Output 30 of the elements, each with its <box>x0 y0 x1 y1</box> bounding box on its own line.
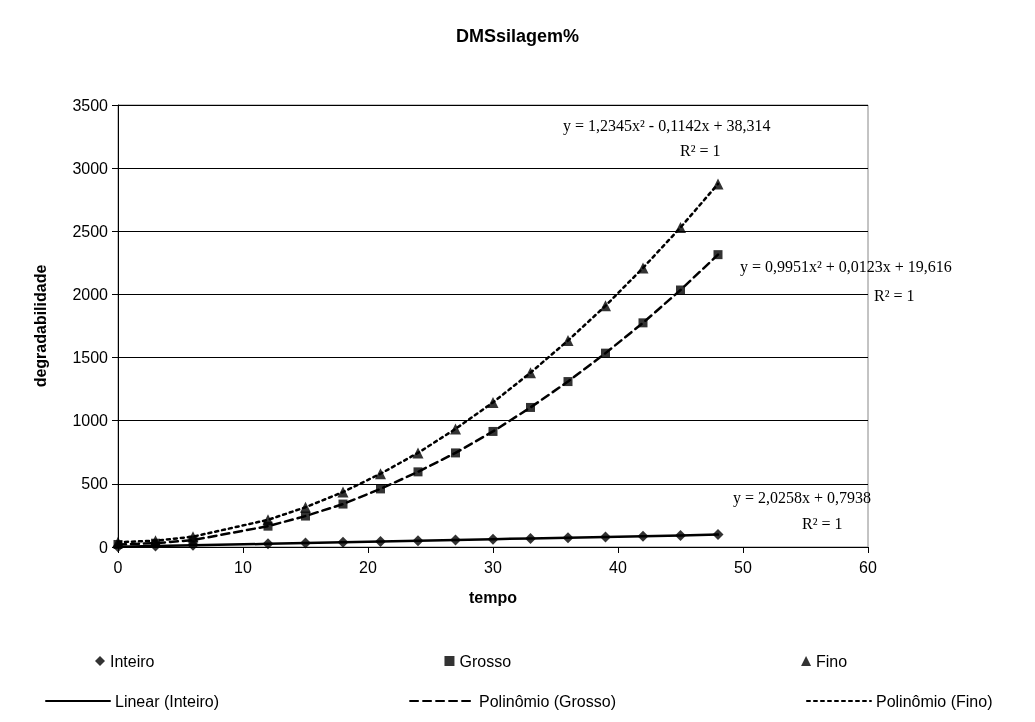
x-tick-label: 50 <box>734 558 752 576</box>
annotation: R² = 1 <box>680 141 721 159</box>
y-tick-label: 0 <box>99 538 109 556</box>
y-tick-label: 3000 <box>72 159 109 177</box>
legend-label: Polinômio (Fino) <box>875 692 993 710</box>
y-tick-label: 3500 <box>72 96 109 114</box>
y-tick-label: 1000 <box>72 412 109 430</box>
y-tick-label: 500 <box>81 475 109 493</box>
x-axis-title: tempo <box>469 588 518 606</box>
annotation: y = 0,9951x² + 0,0123x + 19,616 <box>740 257 952 276</box>
annotation: y = 2,0258x + 0,7938 <box>733 488 872 507</box>
x-tick-label: 40 <box>609 558 627 576</box>
text: R² = 1 <box>874 286 915 304</box>
annotation: R² = 1 <box>802 514 843 532</box>
y-tick-label: 2000 <box>72 285 109 303</box>
legend-label: Polinômio (Grosso) <box>479 692 616 710</box>
annotation: y = 1,2345x² - 0,1142x + 38,314 <box>563 116 771 135</box>
legend-label: Fino <box>816 652 848 670</box>
x-tick-label: 30 <box>484 558 502 576</box>
x-tick-label: 20 <box>359 558 377 576</box>
x-tick-label: 60 <box>859 558 877 576</box>
legend-label: Inteiro <box>110 652 155 670</box>
legend-label: Linear (Inteiro) <box>115 692 220 710</box>
legend-label: Grosso <box>459 652 512 670</box>
y-tick-label: 1500 <box>72 349 109 367</box>
x-tick-label: 10 <box>234 558 252 576</box>
y-tick-label: 2500 <box>72 222 109 240</box>
y-axis-title: degradabilidade <box>31 264 49 388</box>
chart-title: DMSsilagem% <box>455 26 580 46</box>
x-tick-label: 0 <box>113 558 123 576</box>
